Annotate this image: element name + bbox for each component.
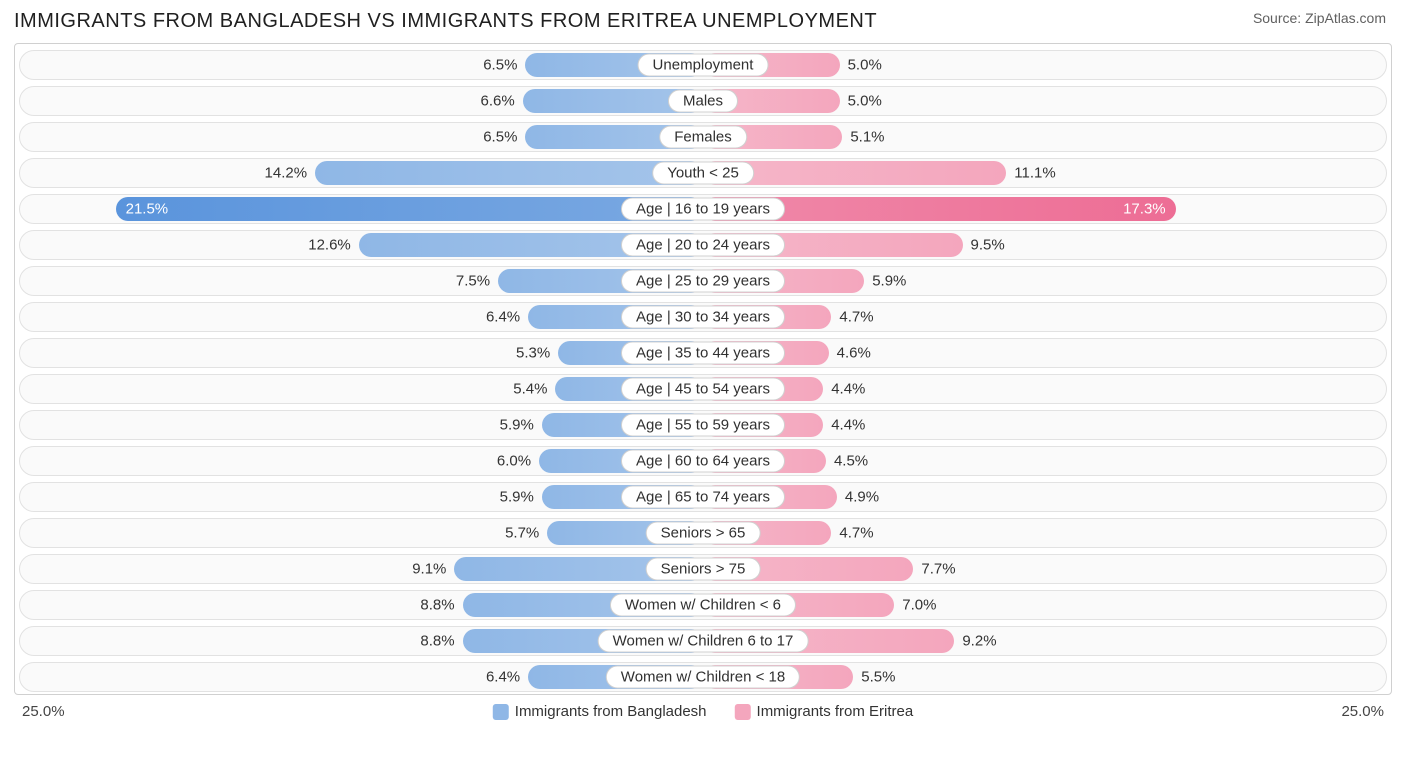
chart-header: IMMIGRANTS FROM BANGLADESH VS IMMIGRANTS…: [0, 0, 1406, 39]
value-label-left: 14.2%: [265, 165, 308, 182]
chart-footer: 25.0% Immigrants from Bangladesh Immigra…: [14, 699, 1392, 727]
value-label-right: 17.3%: [1123, 201, 1166, 218]
value-label-left: 6.0%: [497, 453, 531, 470]
value-label-right: 5.5%: [861, 669, 895, 686]
legend-item-right: Immigrants from Eritrea: [735, 703, 914, 720]
chart-row: 6.5% 5.1% Females: [19, 122, 1387, 152]
chart-row: 8.8% 9.2% Women w/ Children 6 to 17: [19, 626, 1387, 656]
category-label: Age | 16 to 19 years: [621, 198, 785, 221]
chart-row: 8.8% 7.0% Women w/ Children < 6: [19, 590, 1387, 620]
axis-max-left: 25.0%: [22, 703, 65, 720]
category-label: Females: [659, 126, 747, 149]
value-label-right: 7.0%: [902, 597, 936, 614]
category-label: Age | 25 to 29 years: [621, 270, 785, 293]
chart-source: Source: ZipAtlas.com: [1253, 10, 1386, 26]
chart-row: 7.5% 5.9% Age | 25 to 29 years: [19, 266, 1387, 296]
value-label-left: 8.8%: [420, 597, 454, 614]
value-label-right: 4.7%: [839, 525, 873, 542]
category-label: Unemployment: [638, 54, 769, 77]
chart-row: 6.6% 5.0% Males: [19, 86, 1387, 116]
axis-max-right: 25.0%: [1341, 703, 1384, 720]
value-label-right: 4.6%: [837, 345, 871, 362]
value-label-left: 6.4%: [486, 669, 520, 686]
chart-row: 6.5% 5.0% Unemployment: [19, 50, 1387, 80]
chart-row: 5.4% 4.4% Age | 45 to 54 years: [19, 374, 1387, 404]
chart-legend: Immigrants from Bangladesh Immigrants fr…: [493, 703, 913, 720]
category-label: Seniors > 65: [646, 522, 761, 545]
value-label-right: 4.7%: [839, 309, 873, 326]
category-label: Age | 65 to 74 years: [621, 486, 785, 509]
value-label-left: 5.9%: [500, 417, 534, 434]
legend-label-right: Immigrants from Eritrea: [757, 703, 914, 720]
value-label-left: 21.5%: [126, 201, 169, 218]
value-label-right: 9.5%: [971, 237, 1005, 254]
legend-swatch-right: [735, 704, 751, 720]
value-label-right: 4.4%: [831, 417, 865, 434]
category-label: Age | 60 to 64 years: [621, 450, 785, 473]
value-label-right: 4.5%: [834, 453, 868, 470]
category-label: Age | 55 to 59 years: [621, 414, 785, 437]
chart-row: 6.0% 4.5% Age | 60 to 64 years: [19, 446, 1387, 476]
value-label-right: 7.7%: [921, 561, 955, 578]
chart-row: 5.9% 4.9% Age | 65 to 74 years: [19, 482, 1387, 512]
value-label-left: 6.4%: [486, 309, 520, 326]
value-label-right: 11.1%: [1014, 165, 1055, 182]
chart-row: 21.5% 17.3% Age | 16 to 19 years: [19, 194, 1387, 224]
value-label-left: 5.4%: [513, 381, 547, 398]
value-label-left: 5.7%: [505, 525, 539, 542]
chart-row: 14.2% 11.1% Youth < 25: [19, 158, 1387, 188]
bar-left: [315, 161, 703, 185]
chart-row: 5.7% 4.7% Seniors > 65: [19, 518, 1387, 548]
category-label: Youth < 25: [652, 162, 754, 185]
legend-swatch-left: [493, 704, 509, 720]
value-label-right: 5.1%: [850, 129, 884, 146]
category-label: Males: [668, 90, 738, 113]
value-label-left: 9.1%: [412, 561, 446, 578]
category-label: Seniors > 75: [646, 558, 761, 581]
value-label-right: 5.0%: [848, 93, 882, 110]
category-label: Age | 45 to 54 years: [621, 378, 785, 401]
category-label: Age | 35 to 44 years: [621, 342, 785, 365]
legend-item-left: Immigrants from Bangladesh: [493, 703, 707, 720]
category-label: Age | 30 to 34 years: [621, 306, 785, 329]
chart-row: 12.6% 9.5% Age | 20 to 24 years: [19, 230, 1387, 260]
category-label: Age | 20 to 24 years: [621, 234, 785, 257]
chart-row: 6.4% 4.7% Age | 30 to 34 years: [19, 302, 1387, 332]
category-label: Women w/ Children < 18: [606, 666, 800, 689]
category-label: Women w/ Children < 6: [610, 594, 796, 617]
chart-row: 5.3% 4.6% Age | 35 to 44 years: [19, 338, 1387, 368]
value-label-right: 4.9%: [845, 489, 879, 506]
value-label-left: 6.6%: [481, 93, 515, 110]
chart-row: 5.9% 4.4% Age | 55 to 59 years: [19, 410, 1387, 440]
value-label-right: 5.9%: [872, 273, 906, 290]
value-label-right: 4.4%: [831, 381, 865, 398]
chart-title: IMMIGRANTS FROM BANGLADESH VS IMMIGRANTS…: [14, 10, 877, 33]
chart-row: 6.4% 5.5% Women w/ Children < 18: [19, 662, 1387, 692]
value-label-left: 7.5%: [456, 273, 490, 290]
value-label-left: 6.5%: [483, 129, 517, 146]
value-label-left: 6.5%: [483, 57, 517, 74]
value-label-left: 5.3%: [516, 345, 550, 362]
value-label-left: 12.6%: [308, 237, 351, 254]
value-label-left: 5.9%: [500, 489, 534, 506]
value-label-right: 9.2%: [962, 633, 996, 650]
chart-area: 6.5% 5.0% Unemployment 6.6% 5.0% Males 6.5% 5.1…: [14, 43, 1392, 695]
legend-label-left: Immigrants from Bangladesh: [515, 703, 707, 720]
value-label-right: 5.0%: [848, 57, 882, 74]
bar-left: [116, 197, 703, 221]
value-label-left: 8.8%: [420, 633, 454, 650]
chart-row: 9.1% 7.7% Seniors > 75: [19, 554, 1387, 584]
category-label: Women w/ Children 6 to 17: [598, 630, 809, 653]
